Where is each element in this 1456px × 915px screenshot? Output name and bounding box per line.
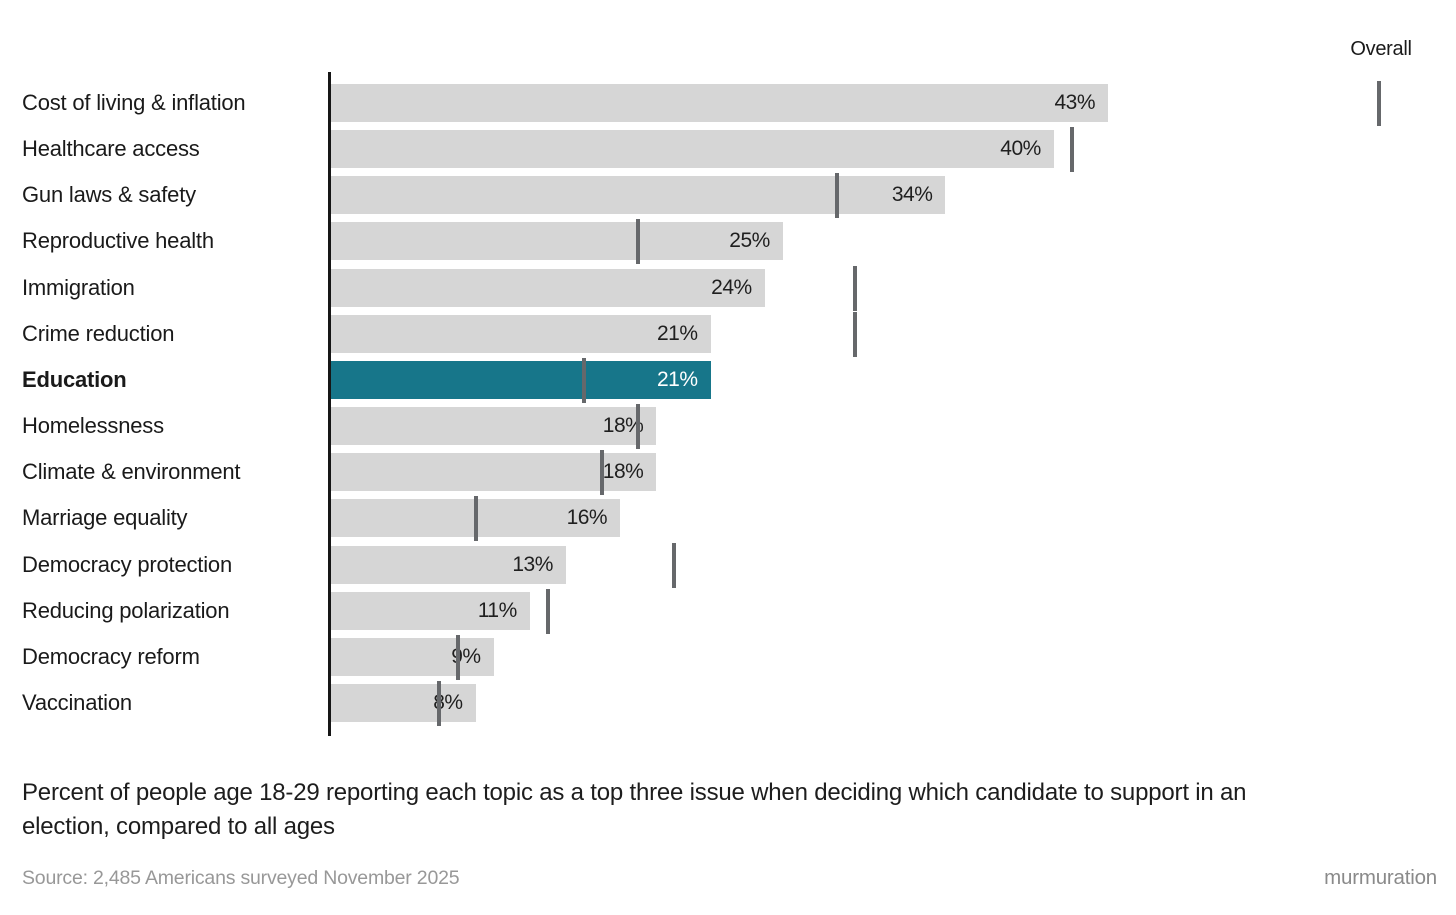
category-label: Marriage equality	[22, 505, 188, 531]
bar-row: Vaccination 8%	[0, 680, 1456, 726]
bar-value-label: 18%	[602, 414, 644, 438]
bar-row: Homelessness 18%	[0, 404, 1456, 450]
overall-tick	[582, 357, 586, 403]
bar-row: Gun laws & safety 34%	[0, 173, 1456, 219]
bar-value-label: 21%	[656, 321, 698, 345]
category-label: Crime reduction	[22, 320, 175, 346]
overall-tick	[835, 173, 839, 219]
bar: 24%	[331, 268, 765, 307]
bar-value-label: 21%	[656, 367, 698, 391]
bar: 34%	[331, 176, 946, 215]
bar-row: Reproductive health 25%	[0, 219, 1456, 265]
bar-value-label: 25%	[729, 229, 770, 253]
overall-tick	[853, 311, 857, 357]
chart-footer: Source: 2,485 Americans surveyed Novembe…	[22, 866, 1437, 890]
category-label: Reducing polarization	[22, 597, 230, 623]
bar-value-label: 34%	[891, 183, 933, 207]
bar: 40%	[331, 130, 1054, 169]
bar-row: Education 21%	[0, 357, 1456, 403]
bar-value-label: 18%	[602, 460, 644, 484]
overall-tick	[455, 634, 460, 680]
overall-tick	[473, 496, 478, 542]
bar-row: Marriage equality 16%	[0, 496, 1456, 542]
bar: 25%	[331, 222, 783, 261]
bar: 21%	[331, 314, 711, 353]
bar: 18%	[331, 453, 657, 492]
overall-tick	[636, 404, 641, 450]
y-axis-line	[328, 72, 331, 736]
overall-tick	[636, 219, 641, 265]
bar-value-label: 11%	[477, 598, 517, 622]
overall-tick	[853, 265, 857, 311]
category-label: Democracy reform	[22, 643, 200, 669]
bar-row: Crime reduction 21%	[0, 311, 1456, 357]
bar: 8%	[331, 683, 476, 722]
bar-chart: Cost of living & inflation 43% Healthcare …	[0, 72, 1456, 736]
overall-tick	[672, 542, 677, 588]
bar: 43%	[331, 84, 1108, 122]
bar-row: Healthcare access 40%	[0, 127, 1456, 173]
bar: 11%	[331, 591, 530, 630]
category-label: Cost of living & inflation	[22, 90, 246, 115]
overall-legend-label: Overall	[1350, 38, 1412, 60]
bar-value-label: 16%	[566, 506, 608, 530]
overall-tick	[437, 680, 442, 726]
source-note: Source: 2,485 Americans surveyed Novembe…	[22, 867, 460, 889]
bar-highlighted: 21%	[331, 360, 711, 399]
bar: 9%	[331, 637, 494, 676]
bar-row: Democracy reform 9%	[0, 634, 1456, 680]
bar: 18%	[331, 407, 657, 446]
bar-row: Reducing polarization 11%	[0, 588, 1456, 634]
category-label: Immigration	[22, 274, 135, 300]
category-label: Homelessness	[22, 413, 164, 439]
category-label: Healthcare access	[22, 136, 200, 162]
bar-row: Cost of living & inflation 43%	[0, 81, 1456, 126]
bar-value-label: 40%	[1000, 137, 1041, 161]
overall-tick	[1377, 81, 1382, 126]
category-label: Reproductive health	[22, 228, 214, 254]
overall-tick	[1069, 127, 1074, 173]
chart-caption: Percent of people age 18-29 reporting ea…	[22, 779, 1247, 840]
category-label: Education	[22, 366, 127, 392]
category-label: Democracy protection	[22, 551, 232, 577]
bar-value-label: 13%	[512, 552, 553, 576]
brand-wordmark: murmuration	[1324, 866, 1437, 889]
overall-tick	[600, 450, 604, 496]
category-label: Vaccination	[22, 689, 132, 715]
category-label: Climate & environment	[22, 459, 241, 485]
overall-tick	[545, 588, 550, 634]
bar: 13%	[331, 545, 566, 584]
bar-row: Immigration 24%	[0, 265, 1456, 311]
bar-row: Democracy protection 13%	[0, 542, 1456, 588]
bar-value-label: 24%	[711, 275, 752, 299]
category-label: Gun laws & safety	[22, 182, 196, 208]
bar-row: Climate & environment 18%	[0, 450, 1456, 496]
bar-value-label: 43%	[1054, 91, 1095, 114]
